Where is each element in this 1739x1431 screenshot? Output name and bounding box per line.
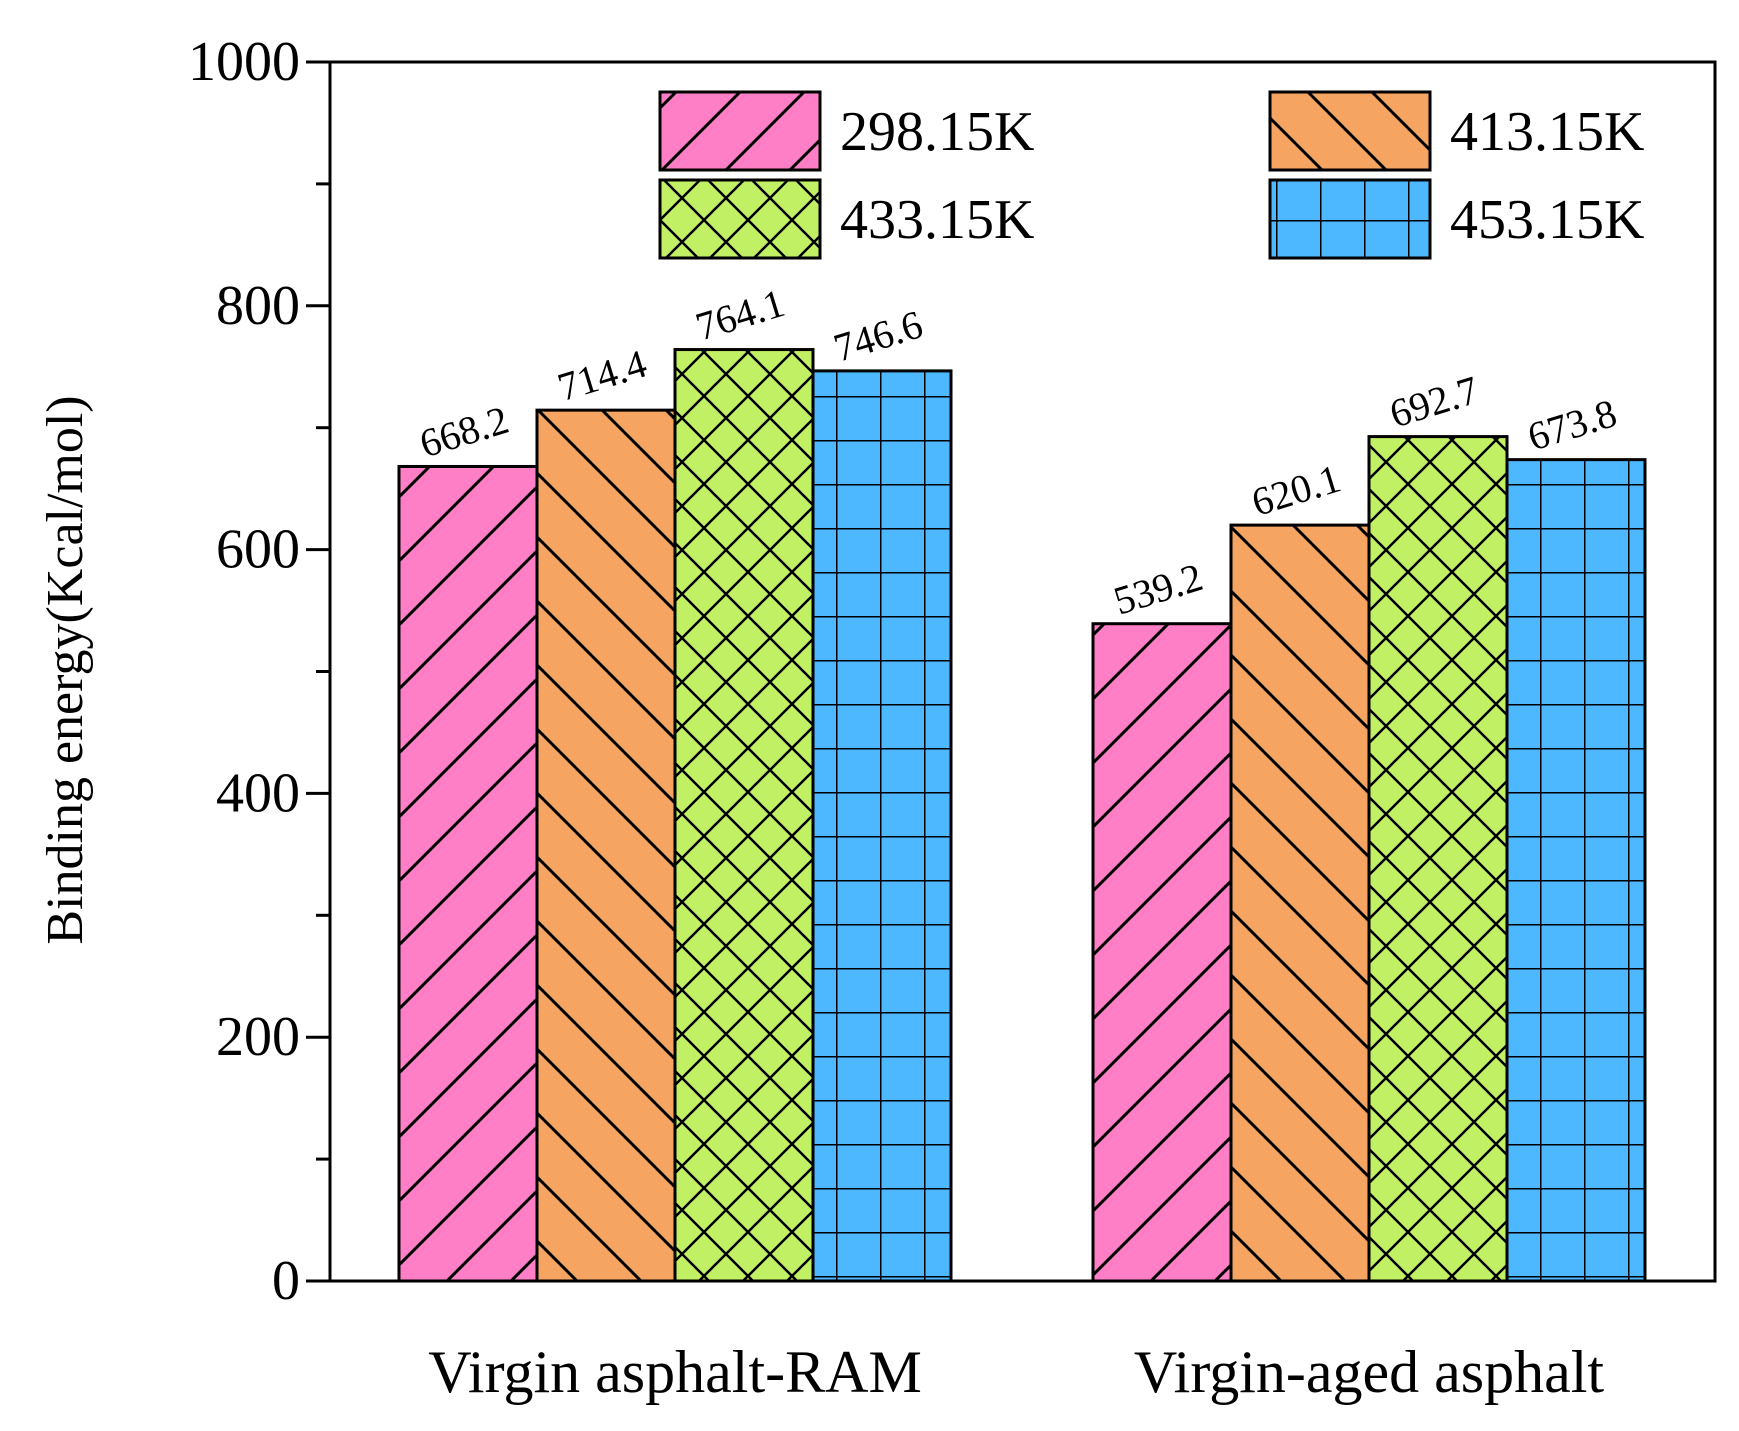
bar-298.15K-1: [1091, 622, 1233, 1283]
bars: [397, 348, 1647, 1283]
legend-swatch: [658, 90, 822, 172]
legend: 298.15K 413.15K 433.15K 453.15K: [658, 90, 1644, 260]
y-tick-label: 800: [216, 275, 300, 337]
legend-swatch: [658, 178, 822, 260]
y-axis: 0 200 400 600 800 1000: [188, 31, 330, 1312]
value-label: 539.2: [1108, 554, 1207, 623]
bar-433.15K-1: [1367, 435, 1509, 1283]
legend-item: 433.15K: [658, 178, 1034, 260]
y-tick-label: 400: [216, 762, 300, 824]
bar-453.15K-1: [1505, 458, 1647, 1283]
bar-298.15K-0: [397, 464, 539, 1283]
bar-433.15K-0: [673, 348, 815, 1283]
legend-item: 453.15K: [1268, 178, 1644, 260]
x-axis: Virgin asphalt-RAM Virgin-aged asphalt: [428, 1339, 1604, 1405]
legend-label: 298.15K: [840, 101, 1034, 163]
y-tick-label: 0: [272, 1250, 300, 1312]
legend-item: 298.15K: [658, 90, 1034, 172]
legend-label: 413.15K: [1450, 101, 1644, 163]
legend-label: 433.15K: [840, 189, 1034, 251]
value-label: 668.2: [414, 397, 513, 466]
value-label: 714.4: [552, 341, 651, 410]
y-axis-label: Binding energy(Kcal/mol): [37, 395, 94, 944]
bar-413.15K-1: [1229, 523, 1371, 1283]
y-tick-label: 1000: [188, 31, 300, 93]
value-label: 620.1: [1246, 456, 1345, 525]
value-label: 673.8: [1522, 390, 1621, 459]
value-label: 764.1: [690, 280, 789, 349]
legend-swatch: [1268, 90, 1432, 172]
legend-item: 413.15K: [1268, 90, 1644, 172]
y-tick-label: 600: [216, 519, 300, 581]
bar-413.15K-0: [535, 408, 677, 1283]
y-tick-label: 200: [216, 1006, 300, 1068]
legend-label: 453.15K: [1450, 189, 1644, 251]
x-category-label: Virgin-aged asphalt: [1134, 1339, 1604, 1405]
value-label: 746.6: [828, 301, 927, 370]
bar-453.15K-0: [811, 369, 953, 1283]
value-label: 692.7: [1384, 367, 1483, 436]
x-category-label: Virgin asphalt-RAM: [428, 1339, 922, 1405]
legend-swatch: [1268, 178, 1432, 260]
